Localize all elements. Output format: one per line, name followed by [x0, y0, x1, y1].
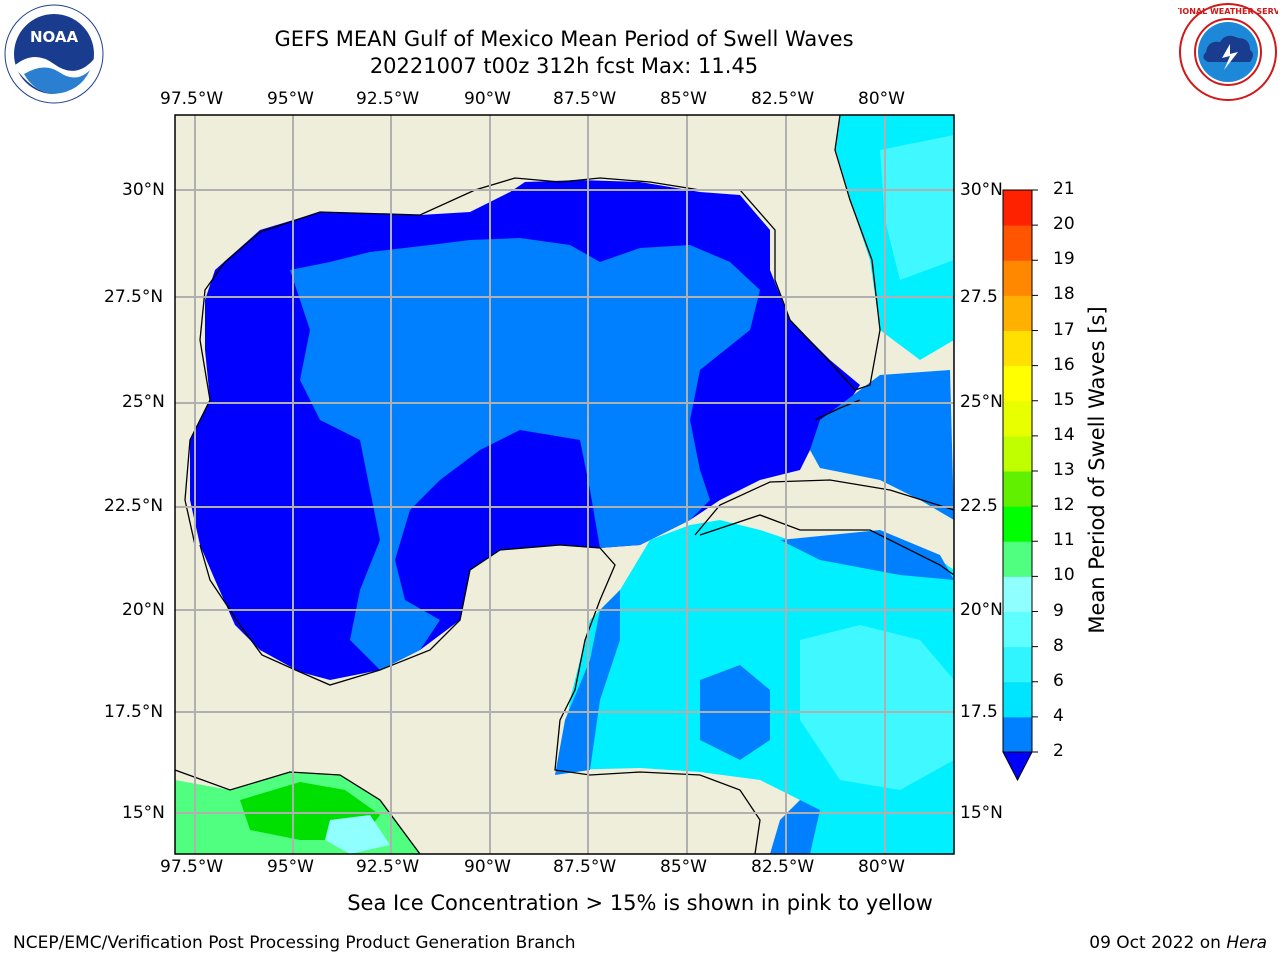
colorbar-segment — [1003, 716, 1032, 753]
lon-label-bottom: 82.5°W — [751, 857, 815, 877]
lat-label-left: 20°N — [122, 600, 165, 620]
colorbar-tick-label: 19 — [1053, 249, 1075, 270]
lat-label-left: 27.5°N — [104, 287, 164, 307]
footer-host: Hera — [1226, 933, 1267, 953]
colorbar-segment — [1003, 400, 1032, 437]
colorbar-tick-label: 4 — [1053, 705, 1064, 726]
colorbar-tick-label: 18 — [1053, 284, 1075, 305]
colorbar-segment — [1003, 295, 1032, 331]
colorbar-tick-label: 15 — [1053, 389, 1075, 410]
lat-label-left: 30°N — [122, 180, 165, 200]
colorbar-tick-label: 8 — [1053, 635, 1064, 656]
lat-label-left: 25°N — [122, 392, 165, 412]
lon-label-bottom: 97.5°W — [160, 857, 224, 877]
colorbar-segment — [1003, 471, 1032, 507]
colorbar-segment — [1003, 435, 1032, 472]
colorbar-segment — [1003, 225, 1032, 261]
colorbar-tick-label: 6 — [1053, 670, 1064, 691]
lat-label-right: 30°N — [960, 180, 1003, 200]
colorbar-segment — [1003, 611, 1032, 648]
colorbar-segment — [1003, 365, 1032, 402]
colorbar-tick-label: 12 — [1053, 495, 1075, 516]
lon-label-top: 90°W — [464, 89, 511, 109]
lon-label-top: 85°W — [660, 89, 707, 109]
colorbar-segment — [1003, 190, 1032, 226]
gulf-coastline — [184, 115, 881, 546]
lon-label-top: 97.5°W — [160, 89, 224, 109]
colorbar-tick-label: 10 — [1053, 565, 1075, 586]
colorbar-tick-label: 14 — [1053, 424, 1075, 445]
colorbar-segment — [1003, 330, 1032, 367]
lat-label-left: 15°N — [122, 803, 165, 823]
lat-label-left: 17.5°N — [104, 702, 164, 722]
lon-label-bottom: 95°W — [267, 857, 314, 877]
atlantic-swell-6-8s — [880, 135, 954, 280]
colorbar-tick-label: 21 — [1053, 179, 1075, 199]
colorbar-segment — [1003, 506, 1032, 542]
lat-label-right: 17.5 — [960, 702, 998, 722]
colorbar-segment — [1003, 681, 1032, 718]
colorbar-under-arrow — [1002, 751, 1033, 782]
colorbar-tick-label: 2 — [1053, 741, 1064, 761]
noaa-logo: NOAA — [4, 4, 104, 104]
cuba-south-coastline — [699, 514, 954, 576]
colorbar-tick-label: 13 — [1053, 460, 1075, 480]
footer-credit: NCEP/EMC/Verification Post Processing Pr… — [13, 933, 576, 953]
noaa-logo-text: NOAA — [30, 28, 79, 46]
caribbean-swell-6-8s — [800, 625, 954, 790]
colorbar-tick-label: 17 — [1053, 319, 1075, 340]
colorbar-title: Mean Period of Swell Waves [s] — [1085, 306, 1109, 634]
colorbar-tick-label: 20 — [1053, 214, 1075, 235]
colorbar-tick-label: 9 — [1053, 600, 1064, 621]
footer-date: 09 Oct 2022 on Hera — [1089, 933, 1267, 953]
lat-label-left: 22.5°N — [104, 496, 164, 516]
lat-label-right: 20°N — [960, 600, 1003, 620]
pacific-swell-8-9s — [325, 815, 390, 854]
lon-label-bottom: 90°W — [464, 857, 511, 877]
lon-label-bottom: 87.5°W — [553, 857, 617, 877]
nws-ring-text: NATIONAL WEATHER SERVICE — [1178, 7, 1278, 16]
colorbar-tick-label: 11 — [1053, 530, 1075, 551]
sea-ice-note: Sea Ice Concentration > 15% is shown in … — [347, 891, 933, 915]
yucatan-coastline — [199, 544, 761, 854]
lon-label-top: 95°W — [267, 89, 314, 109]
map-frame — [174, 114, 955, 855]
lon-label-bottom: 85°W — [660, 857, 707, 877]
lat-label-right: 15°N — [960, 803, 1003, 823]
lon-label-bottom: 92.5°W — [356, 857, 420, 877]
colorbar-segment — [1003, 541, 1032, 577]
lat-label-right: 25°N — [960, 392, 1003, 412]
colorbar-segment — [1003, 576, 1032, 612]
cuba-coastline — [694, 479, 954, 536]
lon-label-top: 82.5°W — [751, 89, 815, 109]
chart-title: GEFS MEAN Gulf of Mexico Mean Period of … — [274, 27, 854, 51]
chart-subtitle: 20221007 t00z 312h fcst Max: 11.45 — [369, 54, 759, 78]
lon-label-top: 87.5°W — [553, 89, 617, 109]
footer-date-text: 09 Oct 2022 on — [1089, 933, 1227, 953]
lon-label-bottom: 80°W — [858, 857, 905, 877]
lon-label-top: 80°W — [858, 89, 905, 109]
gulf-swell-2-4s — [290, 238, 760, 670]
nws-logo: NATIONAL WEATHER SERVICE — [1178, 3, 1278, 101]
lon-label-top: 92.5°W — [356, 89, 420, 109]
lat-label-right: 22.5 — [960, 496, 998, 516]
colorbar-tick-label: 16 — [1053, 354, 1075, 375]
colorbar — [1002, 189, 1038, 782]
lat-label-right: 27.5 — [960, 287, 998, 307]
graticule — [175, 115, 954, 854]
caribbean-swell-2-4s-north — [780, 530, 954, 580]
pacific-coastline — [175, 769, 421, 854]
colorbar-segment — [1003, 260, 1032, 296]
gulf-swell-2-4s-east — [810, 370, 954, 520]
colorbar-segment — [1003, 646, 1032, 683]
